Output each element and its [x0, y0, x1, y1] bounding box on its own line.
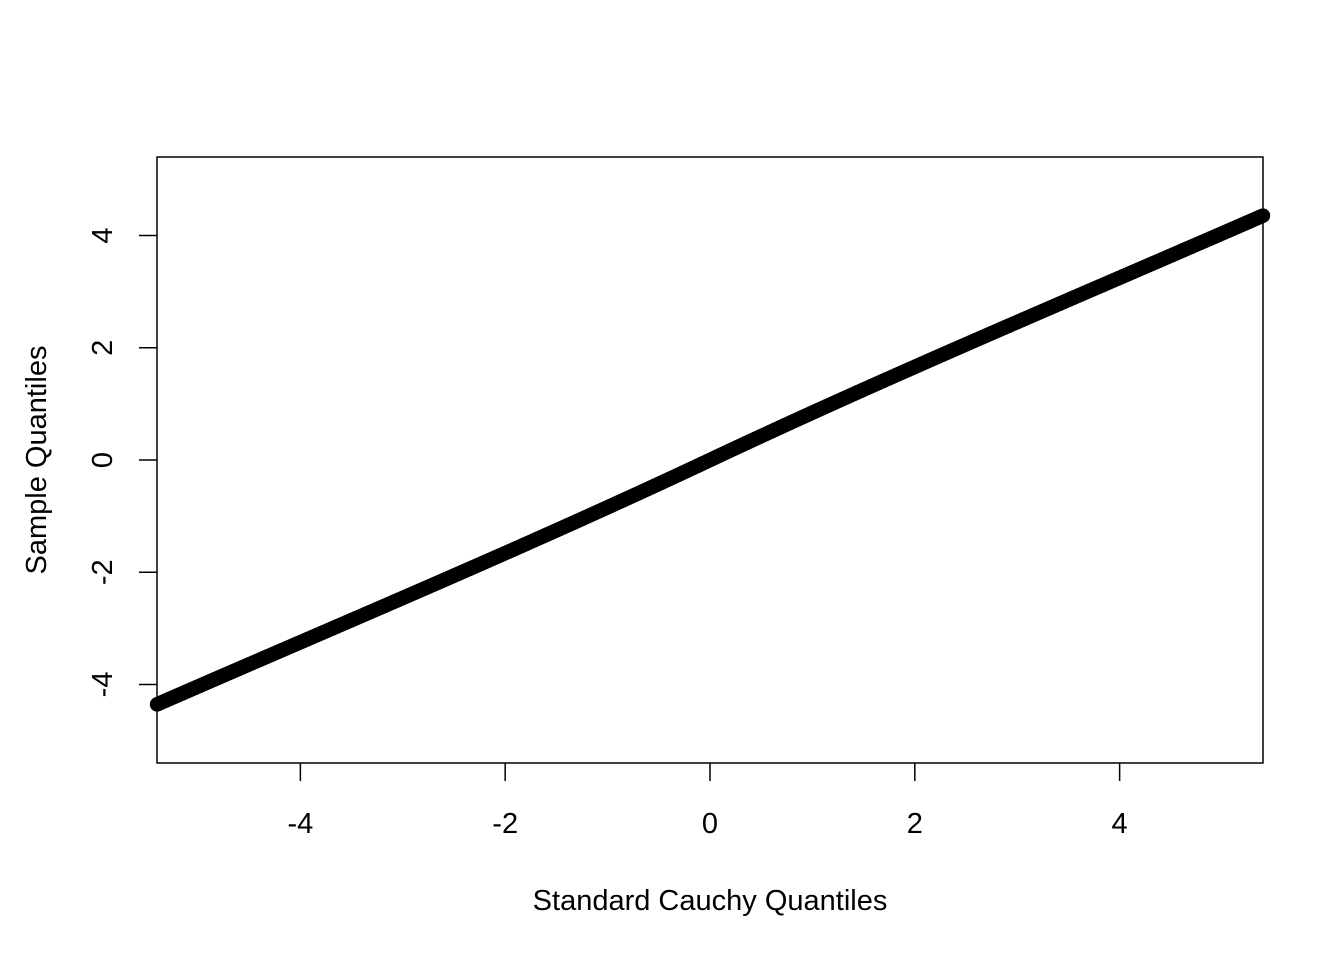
y-tick-label: 0 — [87, 452, 119, 468]
data-points — [149, 208, 1271, 712]
x-axis-label: Standard Cauchy Quantiles — [533, 885, 888, 917]
scatter-point — [1255, 208, 1271, 223]
y-tick-label: -4 — [87, 672, 119, 698]
y-axis: -4 -2 0 2 4 — [87, 227, 157, 697]
y-tick-label: -2 — [87, 559, 119, 585]
y-axis-label: Sample Quantiles — [21, 346, 53, 575]
x-tick-label: 0 — [702, 808, 718, 840]
x-tick-label: 4 — [1112, 808, 1128, 840]
x-tick-label: -4 — [287, 808, 313, 840]
x-tick-label: 2 — [907, 808, 923, 840]
x-tick-label: -2 — [492, 808, 518, 840]
y-tick-label: 2 — [87, 340, 119, 356]
y-tick-label: 4 — [87, 227, 119, 243]
x-axis: -4 -2 0 2 4 — [287, 763, 1128, 840]
